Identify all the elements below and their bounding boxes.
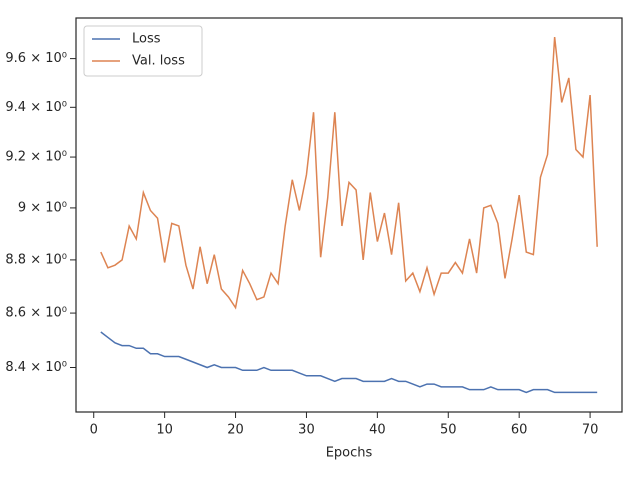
line-series (100, 331, 598, 394)
y-tick-label: 9.4 × 10⁰ (5, 100, 67, 115)
x-tick-label: 0 (90, 423, 98, 438)
y-tick-label: 9 × 10⁰ (18, 200, 67, 215)
x-tick-label: 60 (511, 423, 528, 438)
legend: Loss Val. loss (83, 25, 203, 77)
y-tick-label: 8.4 × 10⁰ (5, 360, 67, 375)
x-tick-label: 10 (156, 423, 173, 438)
legend-label: Loss (132, 32, 161, 47)
x-tick-label: 70 (582, 423, 599, 438)
y-tick-label: 9.2 × 10⁰ (5, 150, 67, 165)
x-tick-label: 20 (227, 423, 244, 438)
x-tick-label: 40 (369, 423, 386, 438)
plot-frame (75, 17, 623, 413)
y-tick-label: 9.6 × 10⁰ (5, 51, 67, 66)
legend-label: Val. loss (132, 54, 185, 69)
x-tick-label: 30 (298, 423, 315, 438)
y-tick-label: 8.6 × 10⁰ (5, 306, 67, 321)
y-tick-label: 8.8 × 10⁰ (5, 252, 67, 267)
x-axis-label: Epochs (326, 446, 373, 461)
x-tick-label: 50 (440, 423, 457, 438)
line-series (100, 36, 598, 310)
